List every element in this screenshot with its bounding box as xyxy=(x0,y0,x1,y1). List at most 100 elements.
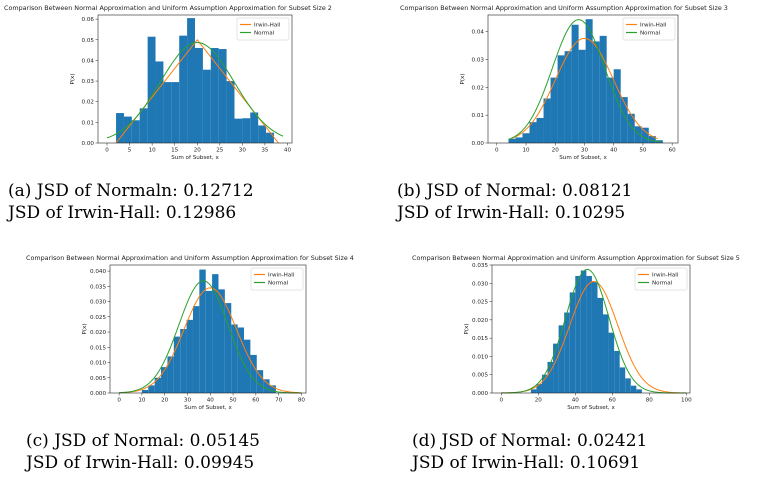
histogram-bar xyxy=(578,49,586,143)
histogram-bar xyxy=(155,61,164,144)
y-tick-label: 0.020 xyxy=(90,330,106,336)
x-tick-label: 30 xyxy=(581,148,589,154)
x-axis-label: Sum of Subset, x xyxy=(567,405,615,411)
histogram-bar xyxy=(557,55,565,143)
legend: Irwin-Hall Normal xyxy=(634,267,688,291)
histogram-bar xyxy=(580,270,587,393)
histogram-bar xyxy=(508,138,516,143)
x-tick-label: 60 xyxy=(609,398,617,404)
histogram-bar xyxy=(116,113,124,143)
histogram-bar xyxy=(614,350,620,393)
chart-panel-c: Comparison Between Normal Approximation … xyxy=(24,252,384,416)
histogram-bar xyxy=(244,339,251,393)
histogram-bar xyxy=(553,343,559,393)
histogram-bar xyxy=(187,18,195,144)
caption-c: (c) JSD of Normal: 0.05145 JSD of Irwin-… xyxy=(26,430,260,474)
histogram-bar xyxy=(634,126,642,143)
x-tick-label: 100 xyxy=(681,398,692,404)
y-tick-label: 0.015 xyxy=(90,345,106,351)
histogram-bars xyxy=(141,269,276,393)
histogram-bar xyxy=(171,82,180,143)
histogram-bar xyxy=(269,385,276,393)
histogram-bar xyxy=(569,292,576,393)
x-tick-label: 0 xyxy=(105,148,109,154)
plot-frame xyxy=(97,14,293,144)
histogram-bar xyxy=(131,120,140,143)
chart-title: Comparison Between Normal Approximation … xyxy=(400,4,728,12)
histogram-bar xyxy=(231,324,238,393)
histogram-bar xyxy=(547,361,554,393)
histogram-bars xyxy=(116,18,274,144)
histogram-bar xyxy=(139,108,148,143)
histogram-bar xyxy=(141,389,149,393)
legend-label: Normal xyxy=(254,31,275,37)
histogram-bars xyxy=(508,19,663,144)
caption-b: (b) JSD of Normal: 0.08121 JSD of Irwin-… xyxy=(397,180,632,224)
histogram-bar xyxy=(250,354,257,393)
x-tick-label: 20 xyxy=(194,148,202,154)
x-axis-label: Sum of Subset, x xyxy=(171,155,219,161)
normal-curve xyxy=(508,19,661,143)
y-tick-label: 0.04 xyxy=(82,58,95,64)
y-tick-label: 0.030 xyxy=(90,300,106,306)
histogram-bar xyxy=(641,127,649,143)
caption-b-normal-jsd: (b) JSD of Normal: 0.08121 xyxy=(397,181,633,201)
x-tick-label: 40 xyxy=(207,398,215,404)
histogram-bar xyxy=(620,97,628,143)
x-tick-label: 20 xyxy=(535,398,543,404)
y-tick-label: 0.000 xyxy=(90,391,106,397)
y-axis-label: P(x) xyxy=(82,323,88,334)
y-tick-label: 0.00 xyxy=(82,141,95,147)
x-tick-label: 20 xyxy=(161,398,169,404)
x-tick-label: 20 xyxy=(552,148,560,154)
histogram-bar xyxy=(179,35,188,143)
y-tick-label: 0.05 xyxy=(82,38,95,44)
y-tick-label: 0.035 xyxy=(90,284,106,290)
caption-a-irwin-hall-jsd: JSD of Irwin-Hall: 0.12986 xyxy=(8,203,237,223)
histogram-bar xyxy=(180,329,187,393)
legend-box xyxy=(622,17,676,41)
histogram-bar xyxy=(234,118,243,143)
normal-curve xyxy=(501,268,687,394)
y-tick-label: 0.020 xyxy=(472,318,488,324)
histogram-bar xyxy=(250,112,259,143)
x-tick-label: 40 xyxy=(610,148,618,154)
y-tick-label: 0.06 xyxy=(82,17,95,23)
caption-a: (a) JSD of Normaln: 0.12712 JSD of Irwin… xyxy=(8,180,254,224)
legend: Irwin-Hall Normal xyxy=(236,17,290,41)
x-tick-label: 5 xyxy=(128,148,132,154)
y-tick-label: 0.02 xyxy=(82,100,94,106)
x-tick-label: 30 xyxy=(184,398,192,404)
histogram-bar xyxy=(541,374,548,393)
histogram-bar xyxy=(625,378,631,393)
histogram-bar xyxy=(226,81,235,143)
caption-c-normal-jsd: (c) JSD of Normal: 0.05145 xyxy=(26,431,260,451)
y-tick-label: 0.005 xyxy=(90,376,106,382)
y-axis-label: P(x) xyxy=(464,323,470,334)
y-tick-label: 0.00 xyxy=(472,141,485,147)
histogram-bar xyxy=(147,36,156,143)
caption-b-irwin-hall-jsd: JSD of Irwin-Hall: 0.10295 xyxy=(397,203,626,223)
histogram-bar xyxy=(536,383,542,393)
y-axis-label: P(x) xyxy=(460,73,466,84)
histogram-bar xyxy=(543,98,551,143)
plot-frame xyxy=(109,264,307,394)
histogram-bar xyxy=(205,290,213,393)
histogram-bar xyxy=(564,312,570,393)
x-tick-label: 0 xyxy=(117,398,121,404)
x-tick-label: 35 xyxy=(261,148,269,154)
histogram-bar xyxy=(202,69,211,143)
caption-d-normal-jsd: (d) JSD of Normal: 0.02421 xyxy=(412,431,648,451)
legend-box xyxy=(250,267,304,291)
x-tick-label: 80 xyxy=(298,398,306,404)
legend-box xyxy=(634,267,688,291)
histogram-bar xyxy=(627,113,635,143)
legend-label: Irwin-Hall xyxy=(254,23,281,29)
histogram-bar xyxy=(558,325,565,393)
x-tick-label: 50 xyxy=(230,398,238,404)
caption-d: (d) JSD of Normal: 0.02421 JSD of Irwin-… xyxy=(412,430,647,474)
legend-label: Normal xyxy=(268,281,289,287)
caption-c-irwin-hall-jsd: JSD of Irwin-Hall: 0.09945 xyxy=(26,453,255,473)
legend-label: Irwin-Hall xyxy=(640,23,667,29)
x-tick-label: 80 xyxy=(646,398,654,404)
